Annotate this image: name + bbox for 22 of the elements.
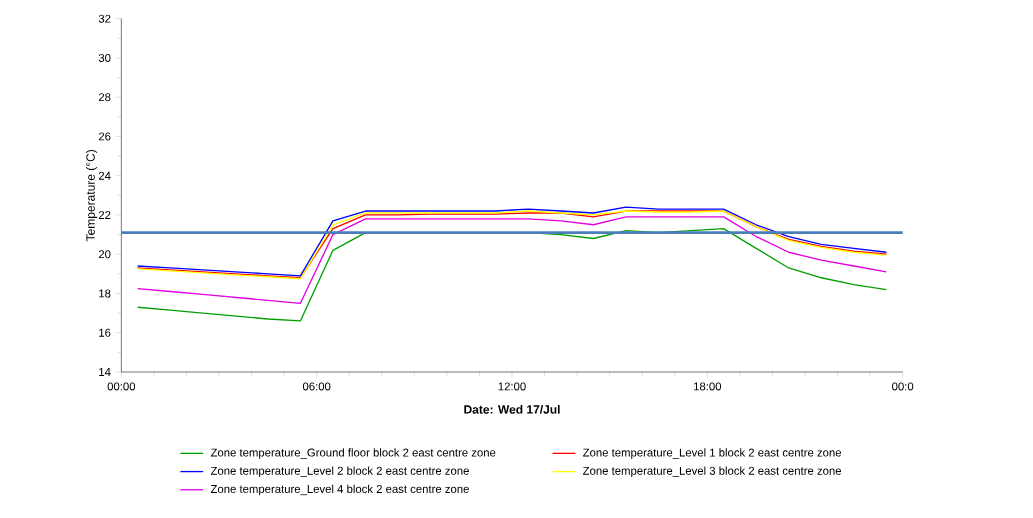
- y-tick-label: 28: [98, 93, 111, 102]
- y-tick-label: 24: [98, 171, 111, 180]
- x-tick-label: 12:00: [498, 382, 526, 391]
- y-tick-label: 16: [99, 328, 111, 337]
- legend-label: Zone temperature_Ground floor block 2 east centre zone: [210, 448, 496, 459]
- x-tick-label: 00:00: [107, 382, 136, 391]
- y-tick-label: 26: [98, 132, 111, 141]
- x-tick-label: 00:0: [892, 382, 914, 391]
- y-tick-label: 14: [99, 368, 111, 376]
- legend-label: Zone temperature_Level 1 block 2 east centre zone: [583, 448, 842, 459]
- y-tick-label: 22: [98, 211, 111, 219]
- y-axis-title: Temperature (°C): [86, 150, 98, 242]
- y-tick-label: 18: [99, 289, 111, 298]
- x-tick-label: 18:00: [694, 382, 722, 391]
- x-tick-label: 06:00: [302, 382, 331, 391]
- y-tick-label: 30: [98, 53, 111, 62]
- legend-label: Zone temperature_Level 2 block 2 east centre zone: [210, 466, 469, 478]
- legend-label: Zone temperature_Level 4 block 2 east centre zone: [210, 484, 469, 496]
- y-tick-label: 20: [98, 250, 111, 259]
- legend-label: Zone temperature_Level 3 block 2 east centre zone: [583, 466, 842, 478]
- x-axis-title: Date: Wed 17/Jul: [464, 404, 560, 414]
- y-tick-label: 32: [98, 14, 111, 23]
